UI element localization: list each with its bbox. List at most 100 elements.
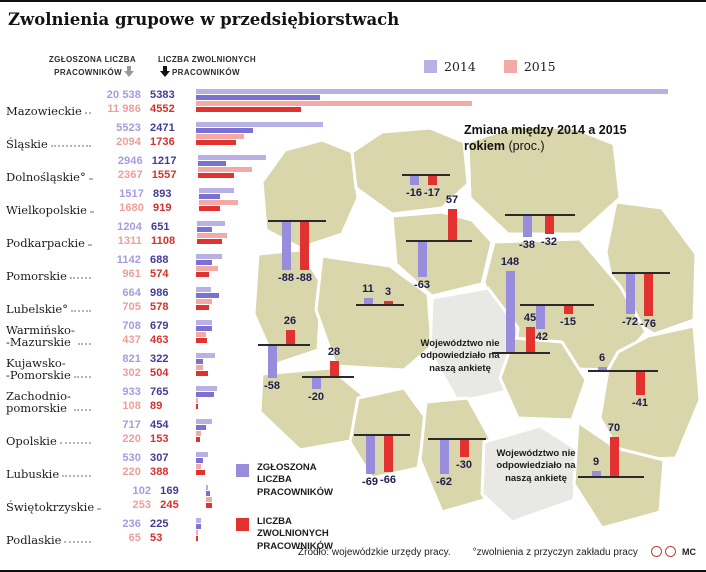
leader-dots [90,211,94,213]
bar-laidoff-2015 [196,338,207,343]
region-bars [194,283,700,316]
column-header-laidoff-line2: PRACOWNIKÓW [172,67,240,77]
region-name-text: Kujawsko- -Pomorskie [6,355,71,383]
leader-dots [88,244,92,246]
region-name-text: Śląskie [6,137,48,152]
region-bars [194,382,700,415]
bar-reported-2015 [199,200,238,205]
legend-swatch-reported [236,464,249,477]
reported-2015-value: 1680 [119,201,144,214]
bar-reported-2014 [196,122,323,127]
bar-laidoff-2014 [196,392,214,397]
region-bars [204,481,700,514]
bar-reported-2014 [197,155,266,160]
reported-2015-value: 108 [122,399,141,412]
source-note: Źródło: wojewódzkie urzędy pracy. [298,547,451,558]
leader-dots [64,541,91,543]
reported-2014-value: 1142 [116,254,141,267]
bar-laidoff-2015 [196,470,205,475]
laidoff-2014-value: 5383 [150,89,175,102]
region-name: Lubelskie° [6,283,94,316]
laidoff-2015-value: 463 [150,333,169,346]
footer: Źródło: wojewódzkie urzędy pracy. °zwoln… [298,547,638,558]
no-response-note-2: Województwo nie odpowiedziało na naszą a… [496,448,576,484]
region-row: Pomorskie 1142 688 961 574 [6,250,700,283]
laidoff-2014-value: 651 [151,221,170,234]
map-region-kujawsko-pomorskie [390,210,494,298]
reported-2014-value: 933 [122,386,141,399]
bar-laidoff-2014 [196,458,203,463]
region-name-text: Świętokrzyskie [6,500,95,515]
laidoff-2015-value: 388 [150,465,169,478]
region-values: 1142 688 961 574 [94,250,194,283]
bar-reported-2015 [196,266,218,271]
reported-2015-value: 2094 [116,135,141,148]
region-name: Śląskie [6,118,94,151]
region-bars [196,151,700,184]
reported-2015-value: 961 [122,267,141,280]
region-name-text: Warmińsko- -Mazurskie [6,322,75,350]
no-response-note-1: Województwo nie odpowiedziało na naszą a… [420,338,500,374]
bar-reported-2015 [197,233,227,238]
bar-laidoff-2014 [196,95,320,100]
region-bars [195,217,700,250]
leader-dots [73,376,91,378]
bar-laidoff-2015 [197,173,234,178]
down-arrow-icon [124,65,134,77]
region-name: Wielkopolskie [6,184,97,217]
map-title: Zmiana między 2014 a 2015 rokiem (proc.) [464,123,627,154]
region-bars [194,349,700,382]
bar-laidoff-2014 [197,161,226,166]
license-icon [651,546,662,557]
bar-laidoff-2015 [196,536,198,541]
region-row: Dolnośląskie° 2946 1217 2367 1557 [6,151,700,184]
legend-swatch-2014 [424,60,437,73]
region-values: 530 307 220 388 [94,448,194,481]
bar-reported-2015 [196,431,201,436]
leader-dots [71,310,91,312]
laidoff-2015-value: 1557 [151,168,177,181]
map-legend-label-laidoff: LICZBA ZWOLNIONYCH PRACOWNIKÓW [257,516,333,552]
down-arrow-icon [160,65,170,77]
bar-laidoff-2015 [196,107,301,112]
region-row: Śląskie 5523 2471 2094 1736 [6,118,700,151]
laidoff-2014-value: 322 [150,353,169,366]
region-bars [194,415,700,448]
reported-2015-value: 220 [122,432,141,445]
region-row: Lubelskie° 664 986 705 578 [6,283,700,316]
laidoff-2015-value: 4552 [150,102,175,115]
region-values: 821 322 302 504 [94,349,194,382]
reported-2015-value: 302 [122,366,141,379]
reported-2014-value: 1517 [119,188,144,201]
laidoff-2014-value: 169 [160,485,179,498]
laidoff-2015-value: 153 [150,432,169,445]
region-name-text: Mazowieckie [6,104,82,119]
credit-initials: MC [682,546,696,557]
reported-2014-value: 102 [132,485,152,498]
region-row: Podlaskie 236 225 65 53 [6,514,700,547]
laidoff-2014-value: 307 [150,452,169,465]
laidoff-2014-value: 679 [150,320,169,333]
laidoff-2015-value: 53 [150,531,163,544]
region-values: 102 169 253 245 [104,481,204,514]
region-name: Warmińsko- -Mazurskie [6,316,94,349]
bar-reported-2014 [206,485,209,490]
region-values: 5523 2471 2094 1736 [94,118,194,151]
laidoff-2015-value: 578 [150,300,169,313]
map-title-suffix: (proc.) [508,138,545,153]
legend-item-2015: 2015 [503,59,556,74]
map-region-wielkopolskie [314,254,434,372]
region-row: Podkarpackie 1204 651 1311 1108 [6,217,700,250]
region-row: Lubuskie 530 307 220 388 [6,448,700,481]
region-rows: Mazowieckie 20 538 5383 11 986 4552 Śląskie 55… [6,85,700,547]
region-bars [194,316,700,349]
region-row: Warmińsko- -Mazurskie 708 679 437 463 [6,316,700,349]
region-name-text: Pomorskie [6,269,67,284]
leader-dots [62,475,91,477]
map-legend-item-laidoff: LICZBA ZWOLNIONYCH PRACOWNIKÓW [236,516,353,553]
page-title: Zwolnienia grupowe w przedsiębiorstwach [8,10,400,29]
legend-label-2015: 2015 [523,59,556,74]
laidoff-2015-value: 504 [150,366,169,379]
laidoff-2014-value: 688 [150,254,169,267]
region-values: 236 225 65 53 [94,514,194,547]
